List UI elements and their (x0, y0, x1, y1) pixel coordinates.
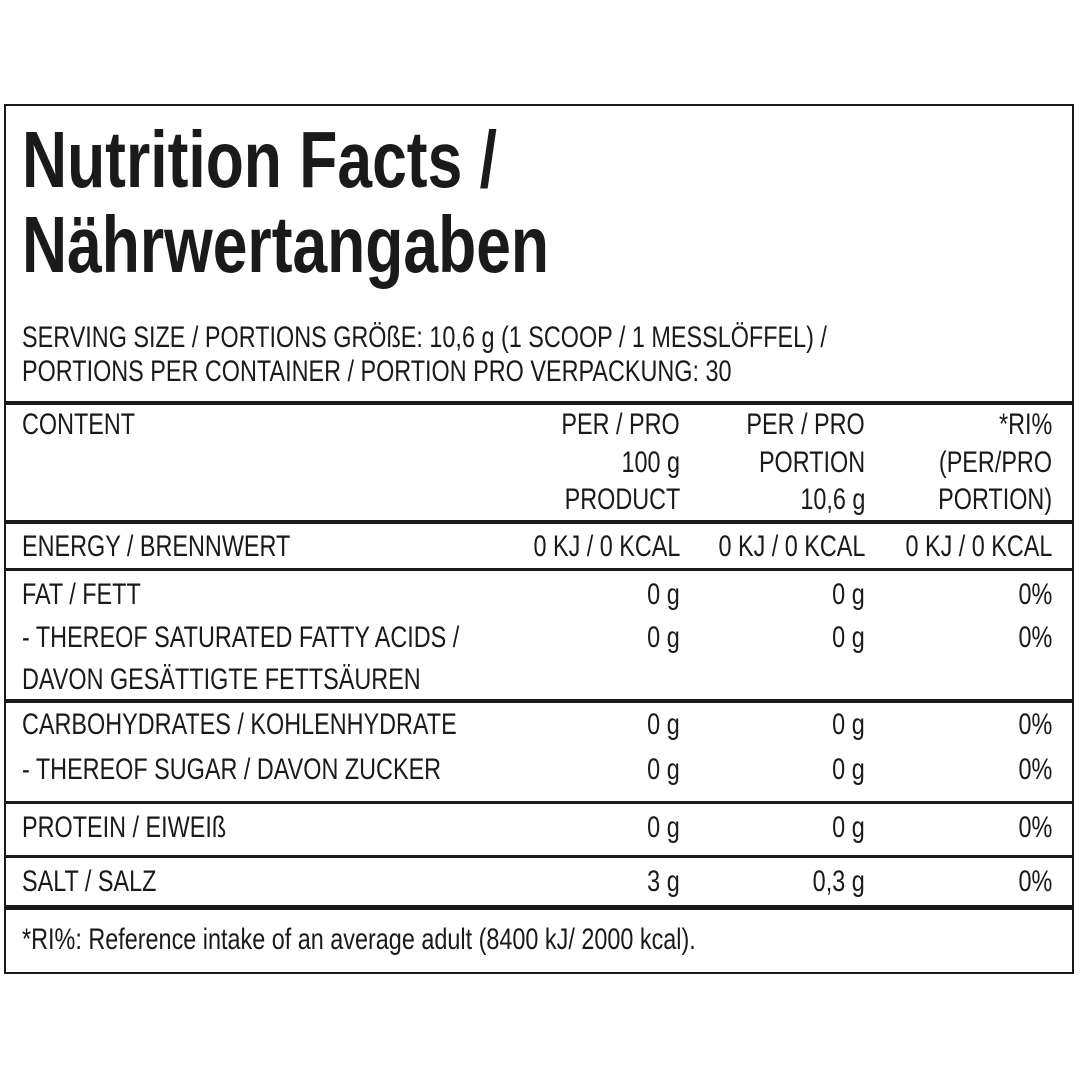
cell-value: 0% (1018, 621, 1052, 654)
row-label: DAVON GESÄTTIGTE FETTSÄUREN (22, 663, 421, 696)
serving-info: PORTIONS PER CONTAINER / PORTION PRO VER… (22, 355, 732, 388)
cell-value: 0% (1018, 578, 1052, 611)
cell-value: 0 g (647, 578, 680, 611)
cell-value: 0 KJ / 0 KCAL (533, 530, 680, 563)
footnote: *RI%: Reference intake of an average adu… (22, 923, 696, 956)
row-label: ENERGY / BRENNWERT (22, 530, 291, 563)
rule (4, 800, 1074, 804)
column-header: PER / PRO (561, 408, 680, 441)
cell-value: 0 g (647, 708, 680, 741)
title: Nährwertangaben (22, 200, 550, 289)
cell-value: 0% (1018, 811, 1052, 844)
row-label: PROTEIN / EIWEIß (22, 811, 227, 844)
column-header: PORTION) (938, 483, 1052, 516)
cell-value: 0% (1018, 753, 1052, 786)
row-label: - THEREOF SATURATED FATTY ACIDS / (22, 621, 460, 654)
cell-value: 0% (1018, 865, 1052, 898)
rule (4, 854, 1074, 858)
rule (4, 904, 1074, 910)
cell-value: 0 g (832, 753, 865, 786)
row-label: - THEREOF SUGAR / DAVON ZUCKER (22, 753, 442, 786)
row-label: SALT / SALZ (22, 865, 157, 898)
cell-value: 0 KJ / 0 KCAL (718, 530, 865, 563)
row-label: FAT / FETT (22, 578, 141, 611)
cell-value: 0 g (832, 578, 865, 611)
serving-info: SERVING SIZE / PORTIONS GRÖßE: 10,6 g (1… (22, 321, 827, 354)
cell-value: 0 g (832, 811, 865, 844)
cell-value: 0,3 g (812, 865, 865, 898)
column-header: 100 g (621, 446, 680, 479)
rule (4, 520, 1074, 524)
rule (4, 567, 1074, 571)
cell-value: 0 g (832, 708, 865, 741)
cell-value: 0 g (647, 811, 680, 844)
row-label: CARBOHYDRATES / KOHLENHYDRATE (22, 708, 457, 741)
rule (4, 699, 1074, 703)
rule (4, 401, 1074, 405)
column-header: (PER/PRO (938, 446, 1052, 479)
column-header: PORTION (758, 446, 865, 479)
title: Nutrition Facts / (22, 115, 497, 204)
cell-value: 0 g (832, 621, 865, 654)
column-header: PRODUCT (564, 483, 680, 516)
label-frame (4, 104, 1074, 974)
cell-value: 0 g (647, 753, 680, 786)
cell-value: 3 g (647, 865, 680, 898)
column-header: CONTENT (22, 408, 136, 441)
column-header: *RI% (998, 408, 1052, 441)
cell-value: 0% (1018, 708, 1052, 741)
cell-value: 0 KJ / 0 KCAL (905, 530, 1052, 563)
column-header: PER / PRO (746, 408, 865, 441)
column-header: 10,6 g (799, 483, 865, 516)
cell-value: 0 g (647, 621, 680, 654)
